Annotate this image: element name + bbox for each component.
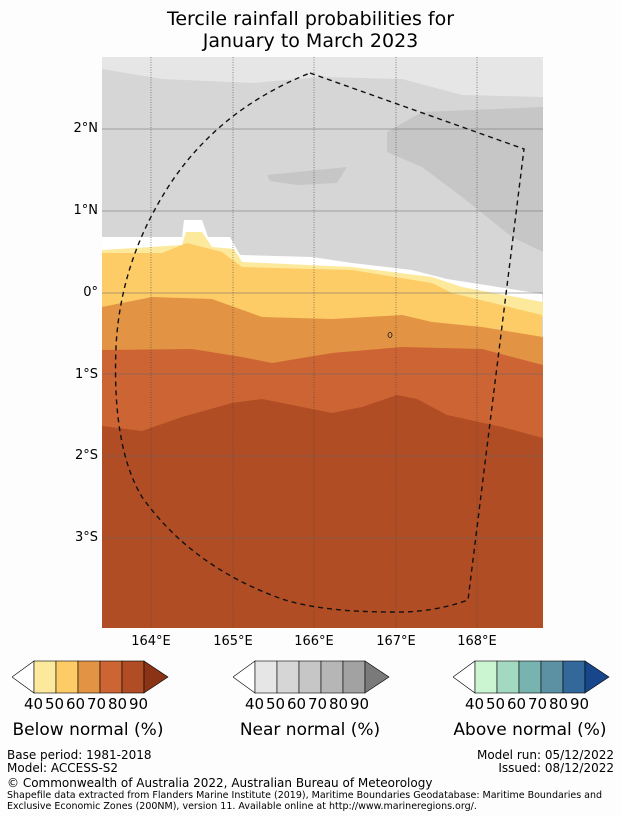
tick: 70 (307, 695, 328, 713)
colorbar-near-label: Near normal (%) (239, 720, 381, 740)
tick: 80 (548, 695, 569, 713)
colorbar-below-label: Below normal (%) (12, 720, 164, 740)
tick: 70 (527, 695, 548, 713)
colorbar-below-ticks: 40 50 60 70 80 90 (23, 695, 149, 713)
copyright: © Commonwealth of Australia 2022, Austra… (7, 776, 433, 790)
tick: 90 (569, 695, 590, 713)
tick: 40 (244, 695, 265, 713)
colorbar-above-ticks: 40 50 60 70 80 90 (464, 695, 590, 713)
tick: 90 (349, 695, 370, 713)
lon-label-165e: 165°E (213, 634, 253, 649)
base-period: Base period: 1981-2018 (7, 748, 152, 762)
colorbar-near-swatch-1 (254, 660, 278, 694)
tick: 60 (286, 695, 307, 713)
colorbar-above-over (584, 660, 610, 694)
colorbar-above-label: Above normal (%) (453, 720, 607, 740)
colorbar-above-swatch-3 (518, 660, 542, 694)
graticule-latitude (102, 128, 543, 539)
map-canvas (102, 57, 543, 628)
lat-label-2s: 2°S (74, 448, 98, 463)
colorbar-above (453, 660, 610, 694)
lat-label-1s: 1°S (74, 367, 98, 382)
tick: 50 (265, 695, 286, 713)
tick: 50 (44, 695, 65, 713)
title-line-1: Tercile rainfall probabilities for (166, 8, 455, 30)
lat-label-3s: 3°S (74, 530, 98, 545)
colorbar-above-swatch-1 (474, 660, 498, 694)
colorbar-near-under (233, 660, 256, 694)
lon-label-168e: 168°E (457, 634, 497, 649)
colorbar-below-swatch-5 (121, 660, 145, 694)
colorbar-above-swatch-5 (562, 660, 586, 694)
colorbar-near-ticks: 40 50 60 70 80 90 (244, 695, 370, 713)
colorbar-near-swatch-3 (298, 660, 322, 694)
tick: 60 (506, 695, 527, 713)
colorbar-below-over (143, 660, 169, 694)
colorbar-near-swatch-4 (320, 660, 344, 694)
colorbar-above-swatch-2 (496, 660, 520, 694)
tick: 70 (86, 695, 107, 713)
colorbar-below-swatch-4 (99, 660, 123, 694)
probability-map (102, 57, 543, 628)
colorbar-near (233, 660, 390, 694)
near-normal-dark-patch (387, 107, 543, 252)
lon-label-167e: 167°E (376, 634, 416, 649)
tick: 40 (23, 695, 44, 713)
shapefile-credit-2: Exclusive Economic Zones (200NM), versio… (7, 801, 477, 812)
island-marker (387, 332, 393, 338)
tick: 50 (485, 695, 506, 713)
tick: 90 (128, 695, 149, 713)
colorbar-near-swatch-2 (276, 660, 300, 694)
colorbar-near-over (364, 660, 390, 694)
tick: 80 (107, 695, 128, 713)
colorbar-below-swatch-2 (55, 660, 79, 694)
tick: 60 (65, 695, 86, 713)
lon-label-166e: 166°E (294, 634, 334, 649)
eez-boundary (114, 72, 525, 613)
model-name: Model: ACCESS-S2 (7, 761, 119, 775)
issued-date: Issued: 08/12/2022 (498, 761, 614, 775)
colorbar-above-under (453, 660, 476, 694)
model-run: Model run: 05/12/2022 (476, 748, 614, 762)
lon-label-164e: 164°E (131, 634, 171, 649)
tick: 40 (464, 695, 485, 713)
near-normal-dark-patch-small (267, 167, 347, 185)
shapefile-credit-1: Shapefile data extracted from Flanders M… (7, 790, 603, 801)
colorbar-below-swatch-3 (77, 660, 101, 694)
map-title: Tercile rainfall probabilities for Janua… (0, 8, 621, 52)
lat-label-2n: 2°N (73, 121, 99, 136)
colorbar-below (12, 660, 169, 694)
lat-label-1n: 1°N (73, 203, 99, 218)
colorbar-near-swatch-5 (342, 660, 366, 694)
colorbar-above-swatch-4 (540, 660, 564, 694)
below-80-90 (102, 395, 543, 628)
title-line-2: January to March 2023 (202, 30, 419, 52)
colorbar-below-under (12, 660, 35, 694)
tick: 80 (328, 695, 349, 713)
colorbar-below-swatch-1 (33, 660, 57, 694)
lat-label-0: 0° (83, 285, 98, 300)
